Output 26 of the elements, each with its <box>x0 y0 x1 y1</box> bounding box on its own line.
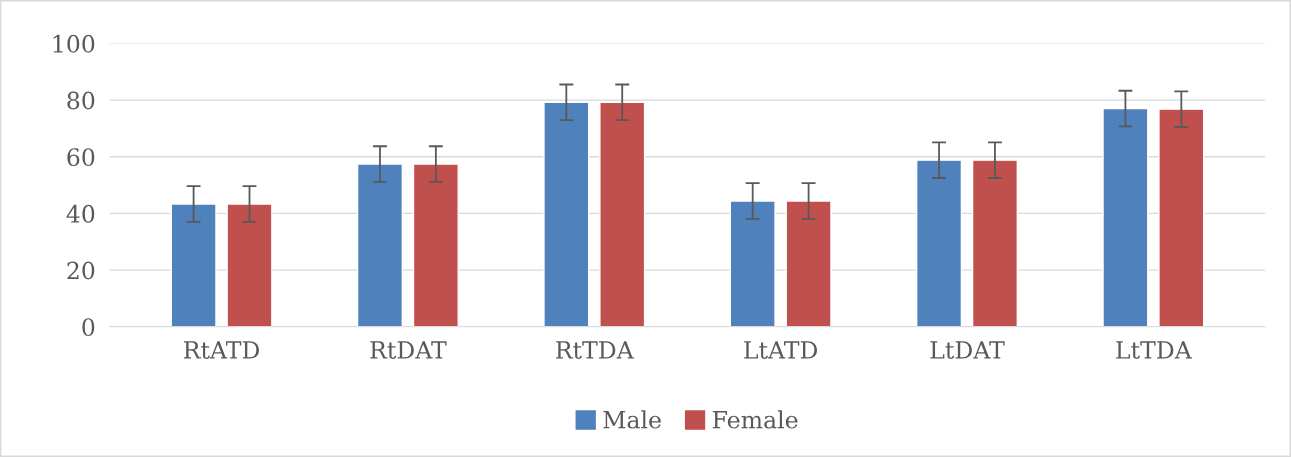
y-tick-label: 60 <box>67 148 95 167</box>
bar <box>599 101 646 327</box>
y-tick-label: 40 <box>66 204 95 223</box>
y-tick-label: 20 <box>67 261 95 280</box>
x-tick-label: LtDAT <box>930 341 1005 359</box>
x-tick-label: RtATD <box>184 341 260 359</box>
legend-label: Male <box>603 410 661 429</box>
y-tick-label: 0 <box>82 318 95 337</box>
x-tick-label: LtTDA <box>1116 341 1193 359</box>
bar <box>1102 107 1149 327</box>
bar <box>729 200 776 327</box>
bar <box>785 200 832 327</box>
bar <box>356 163 404 327</box>
x-tick-label: RtDAT <box>370 341 447 359</box>
y-tick-label: 100 <box>53 34 95 53</box>
bar <box>226 203 273 327</box>
legend-label: Female <box>712 410 798 429</box>
bar <box>971 159 1019 327</box>
x-tick-label: LtATD <box>744 341 818 359</box>
bar <box>915 159 963 327</box>
bar <box>543 101 590 327</box>
bar <box>170 203 217 327</box>
bar <box>1158 108 1205 327</box>
bar <box>412 163 459 327</box>
x-tick-label: RtTDA <box>556 341 634 359</box>
y-tick-label: 80 <box>67 91 95 110</box>
